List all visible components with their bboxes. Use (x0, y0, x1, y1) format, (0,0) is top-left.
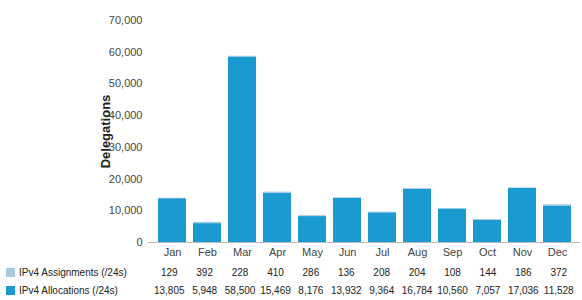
html-text:11,528: 11,528 (543, 285, 574, 296)
html-text:15,469: 15,469 (260, 285, 291, 296)
html-text:208: 208 (373, 267, 390, 278)
html-text:204: 204 (408, 267, 426, 278)
html-text:13,932: 13,932 (331, 285, 362, 296)
svg-text:Aug: Aug (408, 246, 428, 258)
html-text:13,805: 13,805 (153, 285, 185, 296)
svg-text:Feb: Feb (198, 246, 217, 258)
html-text:228: 228 (231, 267, 249, 278)
svg-text:Apr: Apr (269, 246, 286, 258)
svg-text:Jun: Jun (339, 246, 357, 258)
html-text:9,364: 9,364 (369, 285, 395, 296)
html-text:5,948: 5,948 (192, 285, 218, 296)
svg-text:70,000: 70,000 (109, 14, 143, 26)
html-text:392: 392 (196, 267, 213, 278)
html-text:286: 286 (302, 267, 320, 278)
html-text:129: 129 (160, 267, 178, 278)
svg-text:50,000: 50,000 (109, 77, 143, 89)
svg-text:May: May (302, 246, 323, 258)
svg-text:Oct: Oct (479, 246, 496, 258)
html-text:16,784: 16,784 (401, 285, 433, 296)
html-text:58,500: 58,500 (224, 285, 256, 296)
html-text:108: 108 (444, 267, 461, 278)
svg-text:Nov: Nov (513, 246, 533, 258)
html-text:10,560: 10,560 (437, 285, 468, 296)
svg-text:30,000: 30,000 (109, 141, 143, 153)
svg-text:0: 0 (136, 236, 142, 248)
html-text:186: 186 (515, 267, 532, 278)
html-text:17,036: 17,036 (508, 285, 539, 296)
html-text:IPv4 Assignments (/24s): IPv4 Assignments (/24s) (19, 267, 127, 278)
svg-text:Sep: Sep (443, 246, 463, 258)
html-text:136: 136 (337, 267, 355, 278)
html-text:410: 410 (267, 267, 284, 278)
html-text:8,176: 8,176 (298, 285, 324, 296)
svg-text:60,000: 60,000 (109, 46, 143, 58)
svg-text:Jan: Jan (164, 246, 182, 258)
svg-text:Delegations: Delegations (98, 95, 113, 169)
html-text:7,057: 7,057 (475, 285, 501, 296)
svg-text:40,000: 40,000 (109, 109, 143, 121)
html-text:IPv4 Allocations (/24s): IPv4 Allocations (/24s) (19, 285, 118, 296)
html-text:144: 144 (479, 267, 497, 278)
svg-text:Dec: Dec (548, 246, 568, 258)
html-text:372: 372 (550, 267, 568, 278)
svg-text:20,000: 20,000 (109, 173, 143, 185)
svg-text:Mar: Mar (233, 246, 252, 258)
svg-text:10,000: 10,000 (109, 204, 143, 216)
svg-text:Jul: Jul (375, 246, 389, 258)
